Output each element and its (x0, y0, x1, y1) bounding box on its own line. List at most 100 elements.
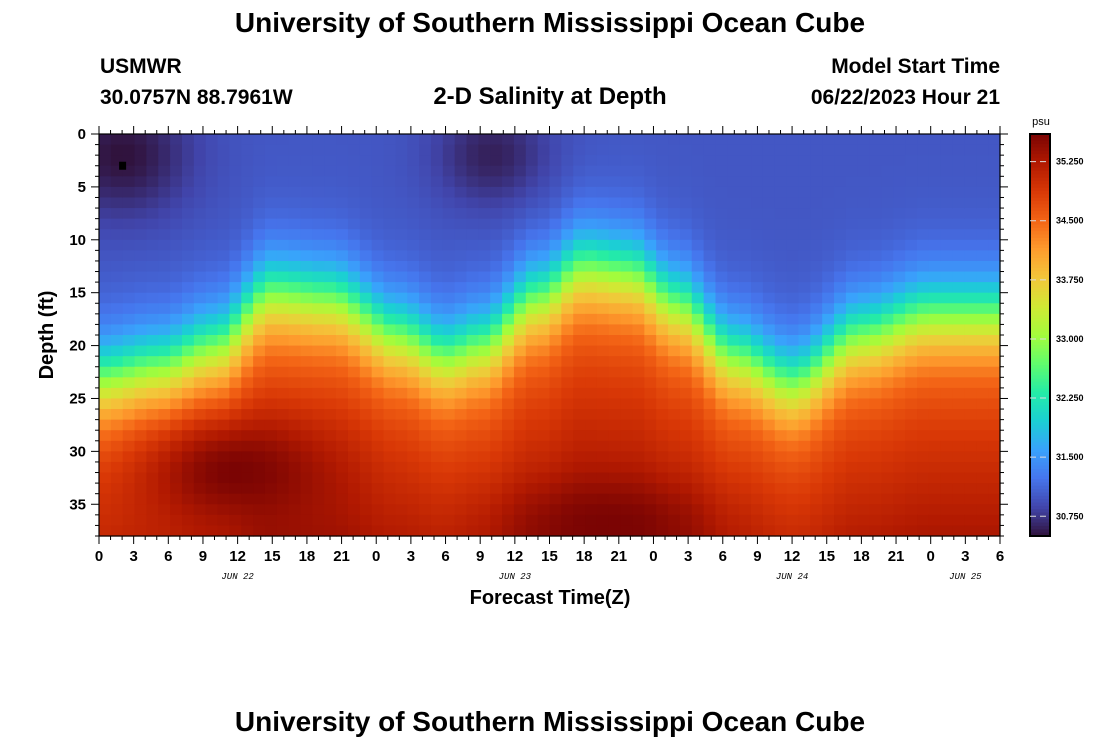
heatmap-cell (229, 504, 242, 516)
heatmap-cell (679, 208, 693, 220)
heatmap-cell (632, 218, 645, 230)
heatmap-cell (300, 483, 313, 495)
heatmap-cell (798, 208, 811, 220)
heatmap-cell (502, 430, 515, 442)
heatmap-cell (585, 461, 598, 474)
heatmap-cell (703, 176, 717, 188)
heatmap-cell (727, 176, 740, 188)
heatmap-cell (134, 165, 148, 177)
heatmap-cell (857, 366, 871, 378)
heatmap-cell (691, 155, 705, 167)
heatmap-cell (715, 440, 728, 452)
heatmap-cell (668, 260, 681, 273)
heatmap-cell (774, 186, 788, 199)
heatmap-cell (478, 250, 491, 262)
colorbar-segment (1030, 472, 1050, 477)
heatmap-cell (632, 229, 645, 241)
heatmap-cell (170, 398, 183, 410)
heatmap-cell (798, 271, 811, 283)
heatmap-cell (193, 165, 207, 177)
heatmap-cell (442, 366, 456, 378)
heatmap-cell (193, 493, 207, 505)
heatmap-cell (134, 345, 148, 357)
heatmap-cell (727, 260, 740, 273)
heatmap-cell (513, 504, 527, 516)
heatmap-cell (585, 271, 598, 283)
heatmap-cell (99, 398, 112, 410)
heatmap-cell (288, 324, 302, 336)
heatmap-cell (193, 504, 207, 516)
heatmap-cell (905, 387, 918, 400)
heatmap-cell (608, 356, 622, 368)
heatmap-cell (383, 176, 396, 188)
heatmap-cell (893, 419, 906, 431)
heatmap-cell (170, 155, 183, 167)
heatmap-cell (845, 377, 859, 389)
heatmap-cell (644, 387, 657, 400)
heatmap-cell (905, 440, 918, 452)
heatmap-cell (869, 313, 883, 326)
heatmap-cell (122, 165, 136, 177)
heatmap-cell (905, 186, 918, 199)
heatmap-cell (537, 345, 551, 357)
heatmap-cell (276, 186, 290, 199)
heatmap-cell (371, 451, 385, 463)
heatmap-cell (395, 271, 408, 283)
heatmap-cell (620, 250, 634, 262)
heatmap-cell (217, 303, 231, 315)
heatmap-cell (928, 472, 942, 484)
heatmap-cell (324, 398, 337, 410)
heatmap-cell (751, 387, 764, 400)
heatmap-cell (241, 271, 254, 283)
colorbar-segment (1030, 412, 1050, 416)
heatmap-cell (383, 493, 396, 505)
heatmap-cell (99, 229, 112, 241)
heatmap-cell (644, 335, 657, 347)
heatmap-cell (312, 366, 325, 378)
heatmap-cell (205, 229, 219, 241)
heatmap-cell (395, 313, 408, 326)
heatmap-cell (312, 282, 325, 294)
heatmap-cell (822, 134, 835, 146)
heatmap-cell (336, 504, 349, 516)
heatmap-cell (324, 483, 337, 495)
heatmap-cell (466, 282, 479, 294)
heatmap-cell (893, 144, 906, 156)
heatmap-cell (442, 451, 456, 463)
heatmap-cell (845, 176, 859, 188)
heatmap-cell (928, 387, 942, 400)
heatmap-cell (395, 504, 408, 516)
heatmap-cell (774, 313, 788, 326)
heatmap-cell (158, 345, 171, 357)
station-name: USMWR (100, 55, 182, 78)
heatmap-cell (952, 313, 966, 326)
heatmap-cell (466, 472, 479, 484)
heatmap-cell (217, 208, 231, 220)
heatmap-cell (430, 155, 444, 167)
x-tick-label: 21 (888, 548, 905, 565)
heatmap-cell (834, 366, 847, 378)
heatmap-cell (454, 292, 468, 304)
heatmap-cell (679, 292, 693, 304)
heatmap-cell (585, 134, 598, 146)
colorbar-segment (1030, 321, 1050, 326)
heatmap-cell (573, 282, 586, 294)
heatmap-cell (229, 419, 242, 431)
heatmap-cell (620, 260, 634, 273)
heatmap-cell (430, 387, 444, 400)
colorbar-segment (1030, 241, 1050, 246)
heatmap-cell (739, 483, 752, 495)
heatmap-cell (905, 176, 918, 188)
heatmap-cell (869, 504, 883, 516)
heatmap-cell (502, 493, 515, 505)
heatmap-cell (430, 271, 444, 283)
heatmap-cell (229, 451, 242, 463)
heatmap-cell (241, 218, 254, 230)
heatmap-cell (312, 250, 325, 262)
heatmap-cell (300, 356, 313, 368)
heatmap-cell (928, 398, 942, 410)
heatmap-cell (561, 165, 574, 177)
heatmap-cell (490, 493, 503, 505)
heatmap-cell (300, 514, 313, 527)
heatmap-cell (869, 239, 883, 251)
